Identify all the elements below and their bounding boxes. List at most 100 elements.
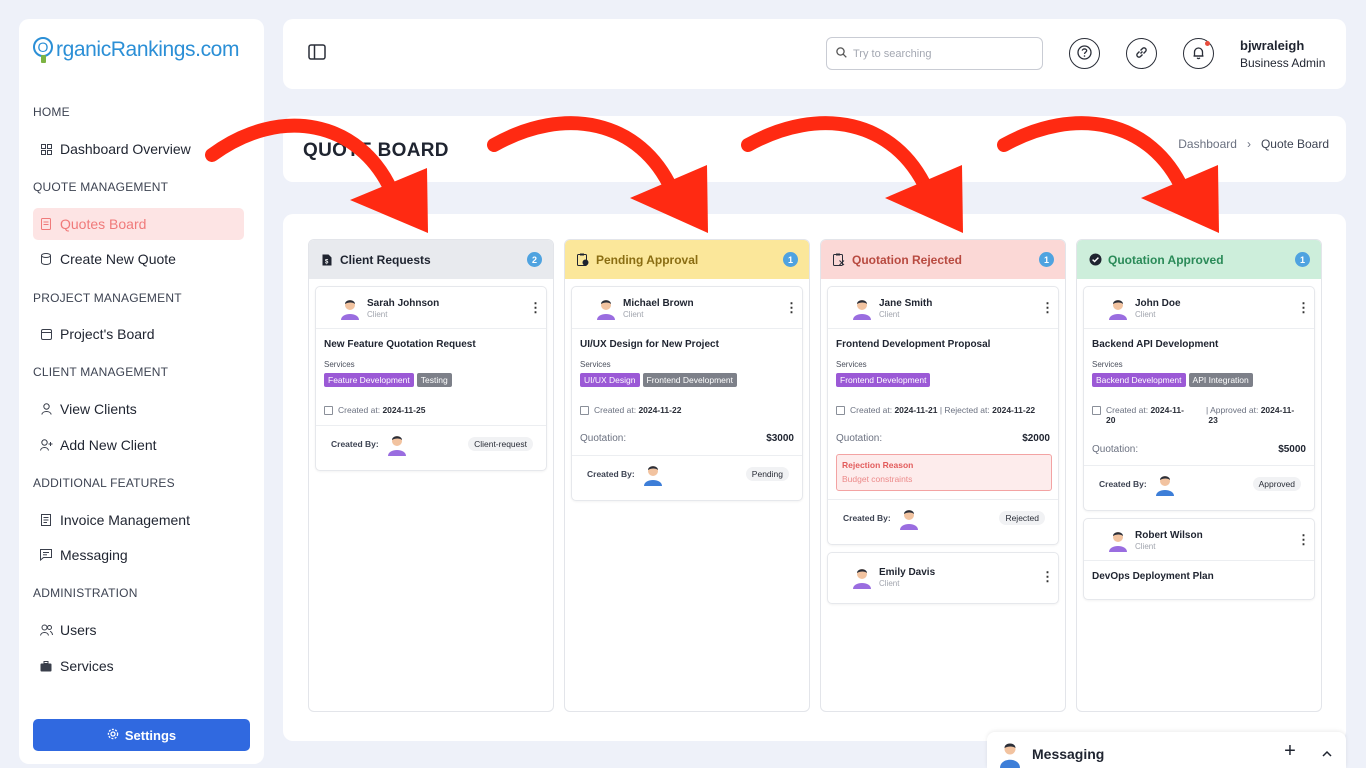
settings-button[interactable]: Settings: [33, 719, 250, 751]
card-header: Emily Davis Client ⋮: [828, 553, 1058, 595]
column-header: Pending Approval 1: [565, 240, 809, 279]
quotation-amount: $2000: [1022, 433, 1050, 444]
card-title: New Feature Quotation Request: [324, 339, 476, 350]
card-title: Backend API Development: [1092, 339, 1219, 350]
card-header: Robert Wilson Client ⋮: [1084, 519, 1314, 561]
page-title: QUOTE BOARD: [303, 140, 449, 161]
sidebar-toggle-button[interactable]: [305, 41, 329, 65]
briefcase-icon: [39, 659, 53, 673]
link-icon: [1134, 45, 1149, 63]
logo[interactable]: O rganicRankings.com: [33, 37, 239, 63]
new-message-plus-icon[interactable]: +: [1281, 741, 1299, 761]
quote-card[interactable]: John Doe Client ⋮ Backend API Developmen…: [1083, 286, 1315, 511]
kebab-menu-icon[interactable]: ⋮: [1297, 300, 1310, 315]
nav-item-quotes-board[interactable]: Quotes Board: [33, 208, 244, 240]
nav-item-dashboard-overview[interactable]: Dashboard Overview: [33, 133, 244, 165]
quotation-row: Quotation: $5000: [1092, 444, 1306, 455]
kebab-menu-icon[interactable]: ⋮: [1041, 300, 1054, 315]
column-count-badge: 1: [783, 252, 798, 267]
column-title: Quotation Rejected: [852, 252, 963, 267]
search-input[interactable]: [853, 47, 1023, 60]
quote-card[interactable]: Sarah Johnson Client ⋮ New Feature Quota…: [315, 286, 547, 471]
kebab-menu-icon[interactable]: ⋮: [1041, 569, 1054, 584]
kebab-menu-icon[interactable]: ⋮: [529, 300, 542, 315]
nav-section-administration: ADMINISTRATION: [33, 586, 138, 600]
check-circle-icon: [1088, 253, 1102, 267]
nav-item-users[interactable]: Users: [33, 614, 244, 646]
nav-item-label: Project's Board: [60, 326, 155, 342]
created-label: Created at:: [338, 405, 381, 415]
quote-card[interactable]: Michael Brown Client ⋮ UI/UX Design for …: [571, 286, 803, 501]
card-title: Frontend Development Proposal: [836, 339, 991, 350]
clipboard-clock-icon: [576, 253, 590, 267]
avatar: [853, 300, 871, 320]
nav-item-label: Quotes Board: [60, 216, 147, 232]
client-name: Emily Davis: [879, 567, 936, 578]
service-tag: API Integration: [1188, 373, 1253, 387]
column-count-badge: 2: [527, 252, 542, 267]
users-icon: [39, 623, 53, 637]
created-by-label: Created By:: [1099, 479, 1147, 489]
nav-item-services[interactable]: Services: [33, 650, 244, 682]
calendar-icon: [39, 327, 53, 341]
kebab-menu-icon[interactable]: ⋮: [785, 300, 798, 315]
created-date: 2024-11-: [1150, 405, 1184, 415]
created-label: Created at:: [1106, 405, 1149, 415]
rejected-label: | Rejected at:: [939, 405, 990, 415]
nav-item-label: Invoice Management: [60, 512, 190, 528]
rejection-reason-text: Budget constraints: [842, 474, 913, 484]
quotation-row: Quotation: $2000: [836, 433, 1050, 444]
nav-item-view-clients[interactable]: View Clients: [33, 393, 244, 425]
nav-item-add-new-client[interactable]: Add New Client: [33, 429, 244, 461]
chevron-up-icon[interactable]: [1321, 746, 1333, 758]
service-tag: Feature Development: [324, 373, 414, 387]
column-count-badge: 1: [1039, 252, 1054, 267]
kebab-menu-icon[interactable]: ⋮: [1297, 532, 1310, 547]
quote-card[interactable]: Emily Davis Client ⋮: [827, 552, 1059, 604]
breadcrumb-dashboard[interactable]: Dashboard: [1178, 137, 1237, 151]
link-button[interactable]: [1126, 38, 1157, 69]
invoice-icon: [39, 513, 53, 527]
created-label: Created at:: [594, 405, 637, 415]
notifications-button[interactable]: [1183, 38, 1214, 69]
created-by-label: Created By:: [587, 469, 635, 479]
nav-item-projects-board[interactable]: Project's Board: [33, 318, 244, 350]
created-date: 2024-11-21: [894, 405, 938, 415]
rejected-date: 2024-11-22: [992, 405, 1036, 415]
approved-date-cont: 23: [1208, 415, 1218, 425]
column-pending-approval: Pending Approval 1 Michael Brown Client …: [564, 239, 810, 712]
status-badge: Pending: [745, 467, 789, 481]
rejection-reason-label: Rejection Reason: [842, 460, 914, 470]
creator-avatar: [1156, 476, 1174, 496]
settings-label: Settings: [124, 727, 177, 743]
quote-card[interactable]: Jane Smith Client ⋮ Frontend Development…: [827, 286, 1059, 545]
nav-section-quote-management: QUOTE MANAGEMENT: [33, 180, 169, 194]
messaging-widget[interactable]: Messaging +: [987, 732, 1346, 768]
service-tag: UI/UX Design: [580, 373, 640, 387]
column-count-badge: 1: [1295, 252, 1310, 267]
column-quotation-rejected: Quotation Rejected 1 Jane Smith Client ⋮…: [820, 239, 1066, 712]
card-header: John Doe Client ⋮: [1084, 287, 1314, 329]
nav-section-home: HOME: [33, 105, 70, 119]
topbar: bjwraleigh Business Admin: [283, 19, 1346, 89]
column-title: Quotation Approved: [1108, 252, 1224, 267]
client-role: Client: [879, 310, 900, 319]
card-footer: Created By: Approved: [1084, 465, 1314, 510]
column-quotation-approved: Quotation Approved 1 John Doe Client ⋮ B…: [1076, 239, 1322, 712]
client-name: Sarah Johnson: [367, 298, 440, 309]
nav-item-messaging[interactable]: Messaging: [33, 539, 244, 571]
avatar: [853, 569, 871, 589]
quotation-label: Quotation:: [580, 433, 627, 444]
help-button[interactable]: [1069, 38, 1100, 69]
quote-card[interactable]: Robert Wilson Client ⋮ DevOps Deployment…: [1083, 518, 1315, 600]
nav-item-invoice-management[interactable]: Invoice Management: [33, 504, 244, 536]
nav-item-create-new-quote[interactable]: Create New Quote: [33, 243, 244, 275]
user-name[interactable]: bjwraleigh: [1240, 38, 1305, 53]
client-name: Robert Wilson: [1135, 530, 1203, 541]
user-role: Business Admin: [1240, 56, 1326, 70]
service-tag: Backend Development: [1092, 373, 1186, 387]
status-badge: Rejected: [999, 511, 1045, 525]
quotation-label: Quotation:: [836, 433, 883, 444]
avatar: [1109, 532, 1127, 552]
chat-icon: [39, 548, 53, 562]
